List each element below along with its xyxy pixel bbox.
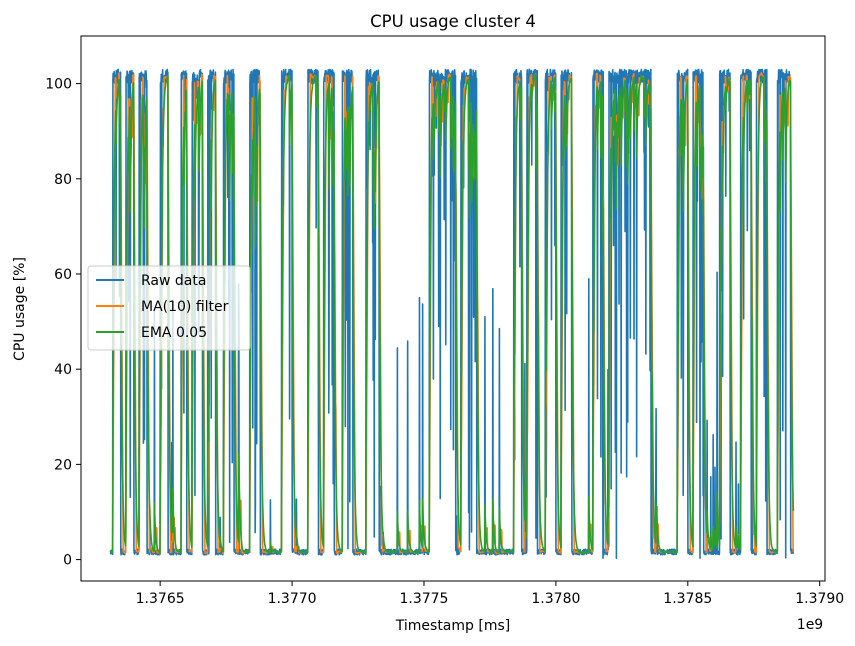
legend-label-ema: EMA 0.05: [141, 325, 207, 341]
y-tick-label: 0: [63, 553, 72, 569]
x-axis-title: Timestamp [ms]: [395, 618, 510, 634]
x-axis-ticks: 1.3765 1.3770 1.3775 1.3780 1.3785 1.3790: [136, 581, 844, 607]
legend-label-ma: MA(10) filter: [141, 299, 229, 315]
y-tick-label: 80: [54, 172, 72, 188]
series-line-raw-data: [109, 68, 795, 560]
y-tick-label: 20: [54, 457, 72, 473]
x-tick-label: 1.3790: [795, 591, 844, 607]
y-tick-label: 100: [45, 77, 72, 93]
y-axis-title: CPU usage [%]: [12, 257, 28, 361]
x-tick-label: 1.3770: [268, 591, 317, 607]
legend-label-raw: Raw data: [141, 273, 206, 289]
y-axis-ticks: 0 20 40 60 80 100: [45, 77, 81, 569]
legend-box: [87, 265, 251, 351]
x-tick-label: 1.3780: [531, 591, 580, 607]
axes-frame: [80, 35, 826, 582]
x-tick-label: 1.3775: [399, 591, 448, 607]
x-tick-label: 1.3785: [663, 591, 712, 607]
series-layer: [109, 68, 795, 560]
y-tick-label: 60: [54, 267, 72, 283]
y-tick-label: 40: [54, 362, 72, 378]
chart-title: CPU usage cluster 4: [370, 12, 536, 31]
legend: Raw data MA(10) filter EMA 0.05: [87, 265, 251, 351]
x-axis-offset-label: 1e9: [797, 617, 823, 633]
x-tick-label: 1.3765: [136, 591, 185, 607]
series-line-ema-005: [109, 73, 795, 554]
